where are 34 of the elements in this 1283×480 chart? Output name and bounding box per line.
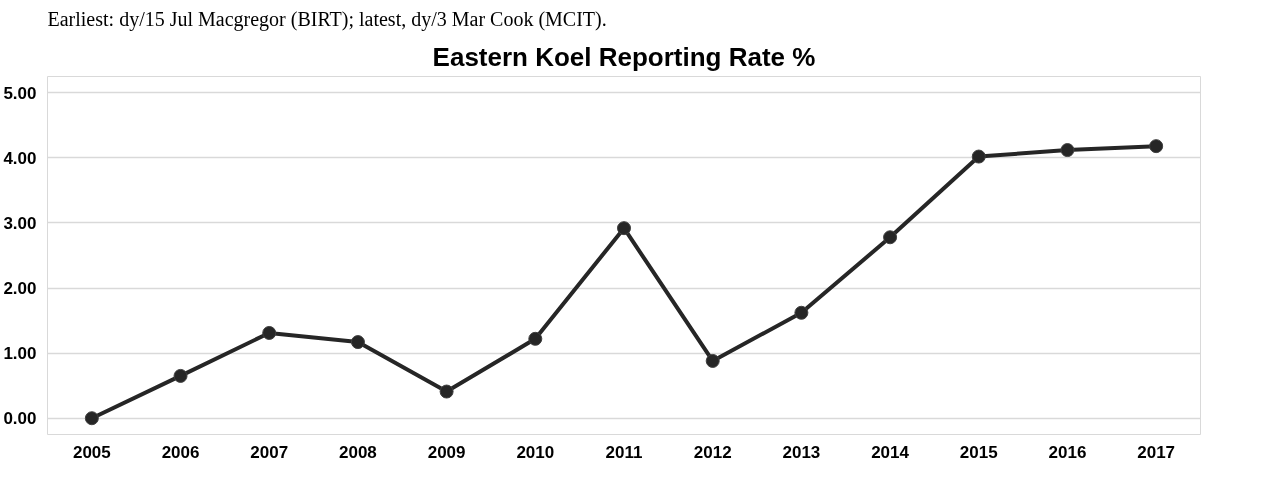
y-tick-label: 0.00: [3, 409, 37, 429]
point: [794, 305, 809, 320]
point: [528, 331, 543, 346]
y-tick-label: 5.00: [3, 83, 37, 103]
point: [262, 325, 277, 340]
x-tick-label: 2011: [605, 442, 643, 462]
x-tick-label: 2015: [959, 442, 998, 462]
point: [705, 353, 720, 368]
y-tick-label: 2.00: [3, 279, 37, 299]
point: [1060, 143, 1075, 158]
x-tick-label: 2008: [339, 442, 377, 462]
x-tick-label: 2005: [72, 442, 111, 462]
point: [350, 335, 365, 350]
x-tick-label: 2016: [1048, 442, 1087, 462]
point: [617, 221, 631, 236]
x-tick-label: 2014: [871, 442, 910, 462]
text: Earliest: dy/15 Jul Macgregor (BIRT); latest, dy/3 Mar Cook (MCIT).: [47, 7, 607, 31]
x-tick-label: 2009: [427, 442, 466, 462]
x-tick-label: 2013: [782, 442, 821, 462]
y-tick-label: 1.00: [3, 344, 37, 364]
point: [173, 368, 188, 383]
y-tick-label: 3.00: [3, 213, 37, 233]
x-tick-label: 2017: [1137, 442, 1176, 462]
chart-title: Eastern Koel Reporting Rate %: [432, 41, 816, 72]
point: [84, 411, 99, 426]
x-tick-label: 2007: [250, 442, 289, 462]
point: [883, 230, 898, 245]
y-tick-label: 4.00: [3, 148, 37, 168]
point: [971, 149, 986, 164]
x-tick-label: 2012: [693, 442, 732, 462]
x-tick-label: 2010: [516, 442, 555, 462]
x-tick-label: 2006: [161, 442, 200, 462]
point: [439, 384, 454, 399]
point: [1149, 139, 1164, 154]
